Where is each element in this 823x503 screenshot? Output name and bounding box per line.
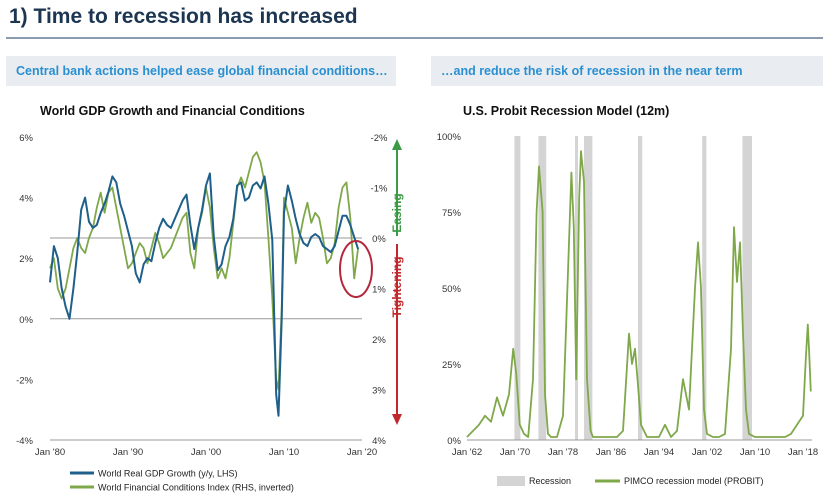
right-axis-direction: Easing Tightening bbox=[390, 193, 404, 317]
right-panel-header: …and reduce the risk of recession in the… bbox=[431, 56, 823, 86]
legend-label: PIMCO recession model (PROBIT) bbox=[624, 476, 764, 486]
recession-bar bbox=[702, 136, 707, 440]
right-axis-tick-label: 3% bbox=[372, 386, 386, 397]
right-axis-tick-label: 0% bbox=[372, 234, 386, 245]
left-axis-tick-label: 0% bbox=[19, 315, 33, 326]
fci-line bbox=[49, 151, 359, 391]
legend-label: World Financial Conditions Index (RHS, i… bbox=[98, 483, 294, 493]
recession-bar bbox=[538, 136, 547, 440]
right-axis-tick-label: -1% bbox=[371, 184, 388, 195]
x-axis-tick-label: Jan '62 bbox=[452, 447, 482, 458]
easing-arrow-head bbox=[392, 139, 402, 150]
probit-line bbox=[466, 150, 812, 438]
x-axis-tick-label: Jan '80 bbox=[35, 447, 65, 458]
right-axis-tick-label: -2% bbox=[371, 133, 388, 144]
recession-bar bbox=[514, 136, 521, 440]
left-axis-tick-label: 4% bbox=[19, 194, 33, 205]
left-axis-tick-label: -2% bbox=[16, 375, 33, 386]
x-axis-tick-label: Jan '10 bbox=[269, 447, 299, 458]
x-axis-tick-label: Jan '94 bbox=[644, 447, 674, 458]
legend-label: Recession bbox=[529, 476, 571, 486]
right-axis-tick-label: 2% bbox=[372, 335, 386, 346]
y-axis-tick-label: 100% bbox=[437, 132, 462, 143]
left-panel-header: Central bank actions helped ease global … bbox=[6, 56, 396, 86]
y-axis-tick-label: 25% bbox=[442, 360, 462, 371]
x-axis-tick-label: Jan '78 bbox=[548, 447, 578, 458]
y-axis-tick-label: 50% bbox=[442, 284, 462, 295]
legend-swatch bbox=[497, 476, 525, 486]
right-chart-title: U.S. Probit Recession Model (12m) bbox=[463, 104, 670, 118]
tightening-label: Tightening bbox=[390, 256, 404, 317]
left-axis-tick-label: -4% bbox=[16, 436, 33, 447]
x-axis-tick-label: Jan '86 bbox=[596, 447, 626, 458]
left-axis-tick-label: 6% bbox=[19, 133, 33, 144]
legend-label: World Real GDP Growth (y/y, LHS) bbox=[98, 469, 238, 479]
right-axis-tick-label: 1% bbox=[372, 285, 386, 296]
x-axis-tick-label: Jan '02 bbox=[692, 447, 722, 458]
y-axis-tick-label: 75% bbox=[442, 208, 462, 219]
x-axis-tick-label: Jan '70 bbox=[500, 447, 530, 458]
recession-bar bbox=[575, 136, 578, 440]
left-axis-tick-label: 2% bbox=[19, 254, 33, 265]
left-chart: 6% 4% 2% 0% -2% -4% -2% -1% 0% 1% 2% 3% 4% Jan '80 Jan… bbox=[16, 133, 402, 493]
gdp-growth-line bbox=[49, 172, 360, 417]
left-chart-title: World GDP Growth and Financial Condition… bbox=[40, 104, 305, 118]
right-chart: 100% 75% 50% 25% 0%Jan '62 Jan '70 Jan '78 Jan … bbox=[437, 132, 818, 486]
x-axis-tick-label: Jan '18 bbox=[788, 447, 818, 458]
easing-label: Easing bbox=[390, 193, 404, 232]
recession-bar bbox=[584, 136, 593, 440]
recession-bar bbox=[742, 136, 752, 440]
x-axis-tick-label: Jan '00 bbox=[191, 447, 221, 458]
recession-bar bbox=[638, 136, 643, 440]
y-axis-tick-label: 0% bbox=[447, 436, 461, 447]
x-axis-tick-label: Jan '90 bbox=[113, 447, 143, 458]
right-axis-tick-label: 4% bbox=[372, 436, 386, 447]
page-title: 1) Time to recession has increased bbox=[9, 5, 358, 28]
tightening-arrow-head bbox=[392, 414, 402, 425]
title-divider bbox=[6, 37, 823, 39]
x-axis-tick-label: Jan '10 bbox=[740, 447, 770, 458]
tightening-highlight-circle bbox=[339, 240, 373, 298]
x-axis-tick-label: Jan '20 bbox=[347, 447, 377, 458]
